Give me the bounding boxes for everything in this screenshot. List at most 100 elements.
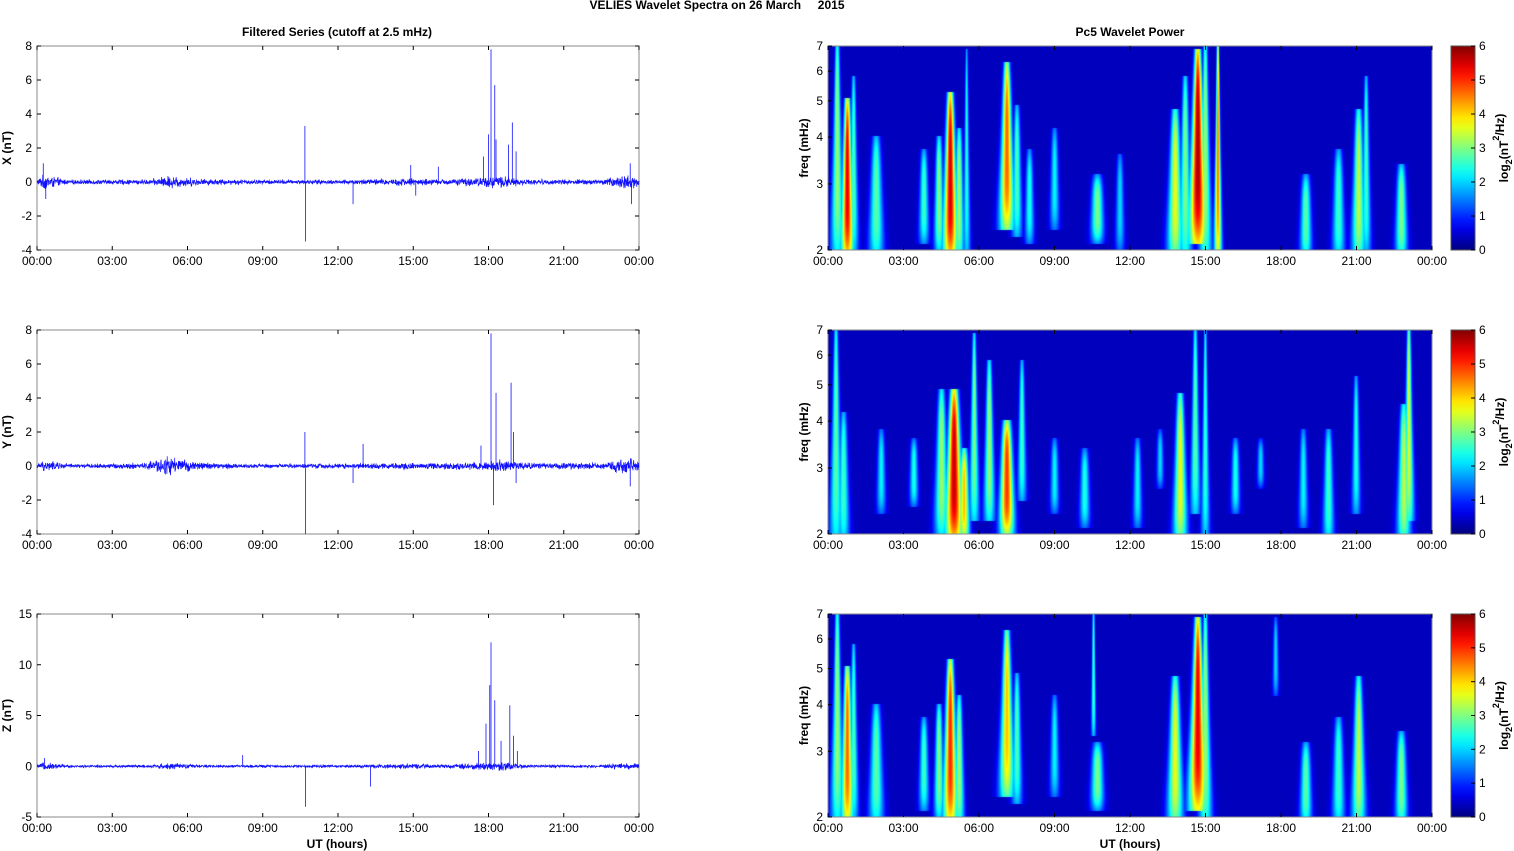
colorbar-label-part: /Hz) (1493, 398, 1507, 420)
x-tick-label: 09:00 (1039, 254, 1069, 268)
y-tick-label: 0 (25, 175, 32, 189)
x-tick-label: 15:00 (1190, 538, 1220, 552)
colorbar-tick-label: 0 (1479, 527, 1486, 541)
x-tick-label: 15:00 (1190, 254, 1220, 268)
x-tick-label: 03:00 (888, 538, 918, 552)
wavelet-power-image (828, 46, 1432, 250)
x-tick-label: 18:00 (473, 821, 503, 835)
colorbar-label-part: 2 (1491, 703, 1501, 708)
x-tick-label: 18:00 (473, 254, 503, 268)
colorbar-tick-label: 4 (1479, 107, 1486, 121)
y-tick-label: 3 (816, 177, 823, 191)
colorbar-label-part: 2 (1504, 159, 1514, 164)
y-tick-label: 4 (25, 107, 32, 121)
x-tick-label: 03:00 (888, 254, 918, 268)
left-xlabel: UT (hours) (307, 837, 368, 851)
y-axis-label: Y (nT) (0, 415, 14, 449)
plot-area (36, 613, 640, 818)
x-tick-label: 15:00 (1190, 821, 1220, 835)
x-tick-label: 18:00 (1266, 254, 1296, 268)
y-tick-label: 6 (816, 632, 823, 646)
colorbar-tick-label: 0 (1479, 810, 1486, 824)
x-tick-label: 12:00 (323, 538, 353, 552)
colorbar-label-part: log (1497, 448, 1511, 466)
wavelet-power-image (828, 614, 1432, 817)
x-tick-label: 00:00 (22, 254, 52, 268)
y-tick-label: 15 (19, 607, 33, 621)
y-tick-label: 4 (816, 698, 823, 712)
y-axis-label: freq (mHz) (797, 402, 811, 461)
plot-area (36, 45, 640, 251)
y-tick-label: 6 (816, 348, 823, 362)
colorbar-tick-label: 5 (1479, 73, 1486, 87)
colorbar-tick-label: 1 (1479, 209, 1486, 223)
x-tick-label: 06:00 (172, 538, 202, 552)
y-tick-label: 4 (816, 130, 823, 144)
colorbar-label: log2(nT2/Hz) (1491, 398, 1514, 467)
x-tick-label: 03:00 (888, 821, 918, 835)
colorbar-label-part: (nT (1497, 424, 1511, 443)
y-tick-label: 5 (816, 94, 823, 108)
y-tick-label: 7 (816, 39, 823, 53)
figure-suptitle: VELIES Wavelet Spectra on 26 March 2015 (590, 0, 845, 12)
colorbar-tick-label: 2 (1479, 459, 1486, 473)
colorbar-tick-label: 3 (1479, 425, 1486, 439)
colorbar-label-part: log (1497, 164, 1511, 182)
y-tick-label: 7 (816, 323, 823, 337)
y-tick-label: 8 (25, 39, 32, 53)
x-tick-label: 06:00 (964, 821, 994, 835)
y-tick-label: -2 (21, 493, 32, 507)
x-tick-label: 09:00 (1039, 538, 1069, 552)
y-tick-label: 2 (816, 810, 823, 824)
x-tick-label: 21:00 (549, 538, 579, 552)
x-tick-label: 12:00 (1115, 254, 1145, 268)
y-tick-label: 2 (816, 527, 823, 541)
y-tick-label: 7 (816, 607, 823, 621)
signal-trace (36, 174, 640, 190)
timeseries-panel-3: -5 0 5 10 15 00:00 03:00 06:00 09:00 12:00 15:00 18… (0, 607, 654, 835)
y-tick-label: -5 (21, 810, 32, 824)
x-tick-label: 06:00 (964, 538, 994, 552)
y-tick-label: 2 (25, 141, 32, 155)
colorbar-tick-label: 2 (1479, 175, 1486, 189)
x-tick-label: 00:00 (813, 254, 843, 268)
x-tick-label: 03:00 (97, 538, 127, 552)
colorbar-tick-label: 4 (1479, 391, 1486, 405)
signal-trace (36, 762, 640, 771)
y-tick-label: 6 (816, 64, 823, 78)
x-tick-label: 18:00 (1266, 821, 1296, 835)
colorbar-label-part: 2 (1491, 420, 1501, 425)
colorbar-tick-label: 3 (1479, 709, 1486, 723)
x-tick-label: 15:00 (398, 821, 428, 835)
y-tick-label: -4 (21, 243, 32, 257)
x-tick-label: 09:00 (248, 821, 278, 835)
x-tick-label: 00:00 (813, 821, 843, 835)
x-tick-label: 09:00 (1039, 821, 1069, 835)
y-tick-label: -2 (21, 209, 32, 223)
colorbar-tick-label: 5 (1479, 641, 1486, 655)
colorbar-tick-label: 6 (1479, 323, 1486, 337)
x-tick-label: 03:00 (97, 821, 127, 835)
y-tick-label: 3 (816, 744, 823, 758)
x-tick-label: 06:00 (172, 254, 202, 268)
colorbar-tick-label: 2 (1479, 742, 1486, 756)
y-tick-label: 4 (816, 414, 823, 428)
y-tick-label: 5 (816, 662, 823, 676)
colorbar-label-part: 2 (1491, 136, 1501, 141)
wavelet-power-image (828, 330, 1432, 534)
colorbar-tick-label: 0 (1479, 243, 1486, 257)
colorbar-tick-label: 3 (1479, 141, 1486, 155)
signal-trace (36, 456, 640, 476)
x-tick-label: 18:00 (1266, 538, 1296, 552)
x-tick-label: 15:00 (398, 254, 428, 268)
y-tick-label: 0 (25, 759, 32, 773)
y-axis-label: freq (mHz) (797, 686, 811, 745)
y-tick-label: 2 (25, 425, 32, 439)
x-tick-label: 00:00 (22, 821, 52, 835)
x-tick-label: 12:00 (323, 821, 353, 835)
x-tick-label: 12:00 (1115, 538, 1145, 552)
